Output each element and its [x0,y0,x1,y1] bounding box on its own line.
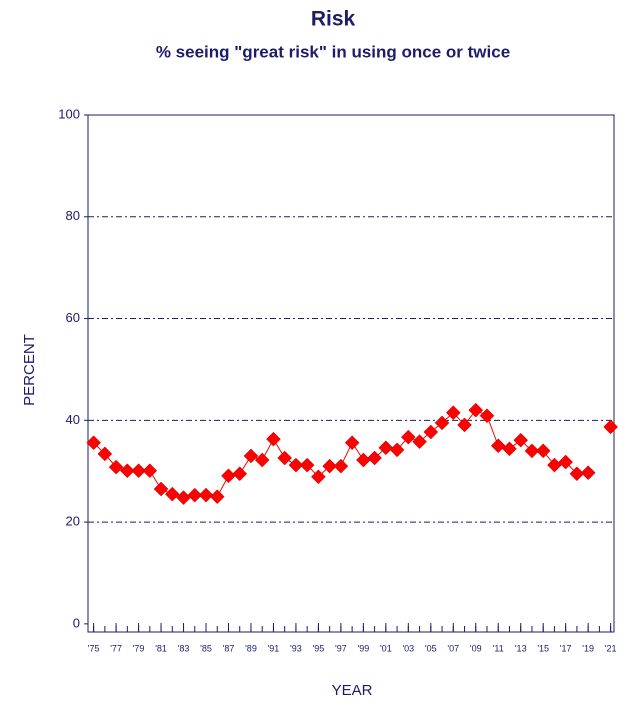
data-point [524,443,540,459]
data-point [389,442,405,458]
x-axis-label: YEAR [332,682,373,699]
data-point [209,489,225,504]
data-point [457,417,472,433]
x-tick-label: '99 [357,643,369,653]
data-point [333,458,349,474]
data-point [153,481,169,497]
data-point [502,441,517,457]
data-point [468,402,484,418]
data-point [603,419,618,435]
data-point [198,487,214,503]
x-tick-label: '91 [268,643,280,653]
data-point [367,450,382,466]
x-tick-label: '75 [88,643,100,653]
data-point [97,446,113,462]
data-point [119,463,135,479]
x-tick-label: '13 [515,643,527,653]
data-point [445,405,461,421]
data-point [131,463,146,479]
x-tick-label: '77 [110,643,122,653]
y-axis-label: PERCENT [21,334,38,406]
x-tick-label: '81 [155,643,167,653]
x-tick-label: '97 [335,643,347,653]
data-point [86,435,101,451]
data-point [322,458,337,474]
chart-title: Risk [311,8,356,31]
data-point [243,448,259,464]
data-point [277,450,293,466]
data-point [535,443,551,459]
x-tick-label: '89 [245,643,257,653]
y-tick-label: 60 [66,310,80,325]
x-tick-label: '09 [470,643,482,653]
x-tick-label: '85 [200,643,212,653]
x-tick-label: '03 [402,643,414,653]
data-point [569,466,585,482]
x-tick-label: '21 [605,643,617,653]
y-tick-label: 20 [66,514,80,529]
data-point [311,469,326,485]
data-point [356,452,371,468]
data-point [142,463,158,479]
x-tick-label: '93 [290,643,302,653]
data-point [479,408,495,424]
x-tick-label: '05 [425,643,437,653]
data-point [232,466,248,482]
y-tick-label: 0 [73,615,80,630]
y-tick-label: 80 [66,208,80,223]
data-point [434,415,450,431]
data-point [299,457,315,473]
data-point [378,440,394,456]
y-tick-label: 40 [66,412,80,427]
x-tick-label: '83 [178,643,190,653]
x-tick-label: '87 [223,643,235,653]
y-tick-label: 100 [58,106,80,121]
data-point [490,438,506,454]
data-point [344,435,360,451]
data-point [558,454,574,470]
x-tick-label: '79 [133,643,145,653]
data-point [176,490,191,506]
data-point [108,459,124,475]
x-tick-label: '19 [582,643,594,653]
data-point [164,486,180,502]
x-tick-label: '11 [493,643,504,653]
data-point [547,457,562,473]
x-tick-label: '17 [560,643,572,653]
plot-frame [87,114,615,633]
data-point [423,424,439,440]
data-point [187,487,203,503]
x-tick-label: '15 [537,643,549,653]
data-point [513,432,529,448]
data-point [221,468,236,484]
data-point [400,429,416,445]
data-point [288,457,304,473]
data-point [266,431,281,447]
data-point [412,434,427,450]
x-tick-label: '07 [447,643,459,653]
x-tick-label: '95 [313,643,325,653]
data-point [580,465,596,481]
chart-subtitle: % seeing "great risk" in using once or t… [156,42,510,61]
data-point [254,452,270,468]
x-tick-label: '01 [380,643,392,653]
